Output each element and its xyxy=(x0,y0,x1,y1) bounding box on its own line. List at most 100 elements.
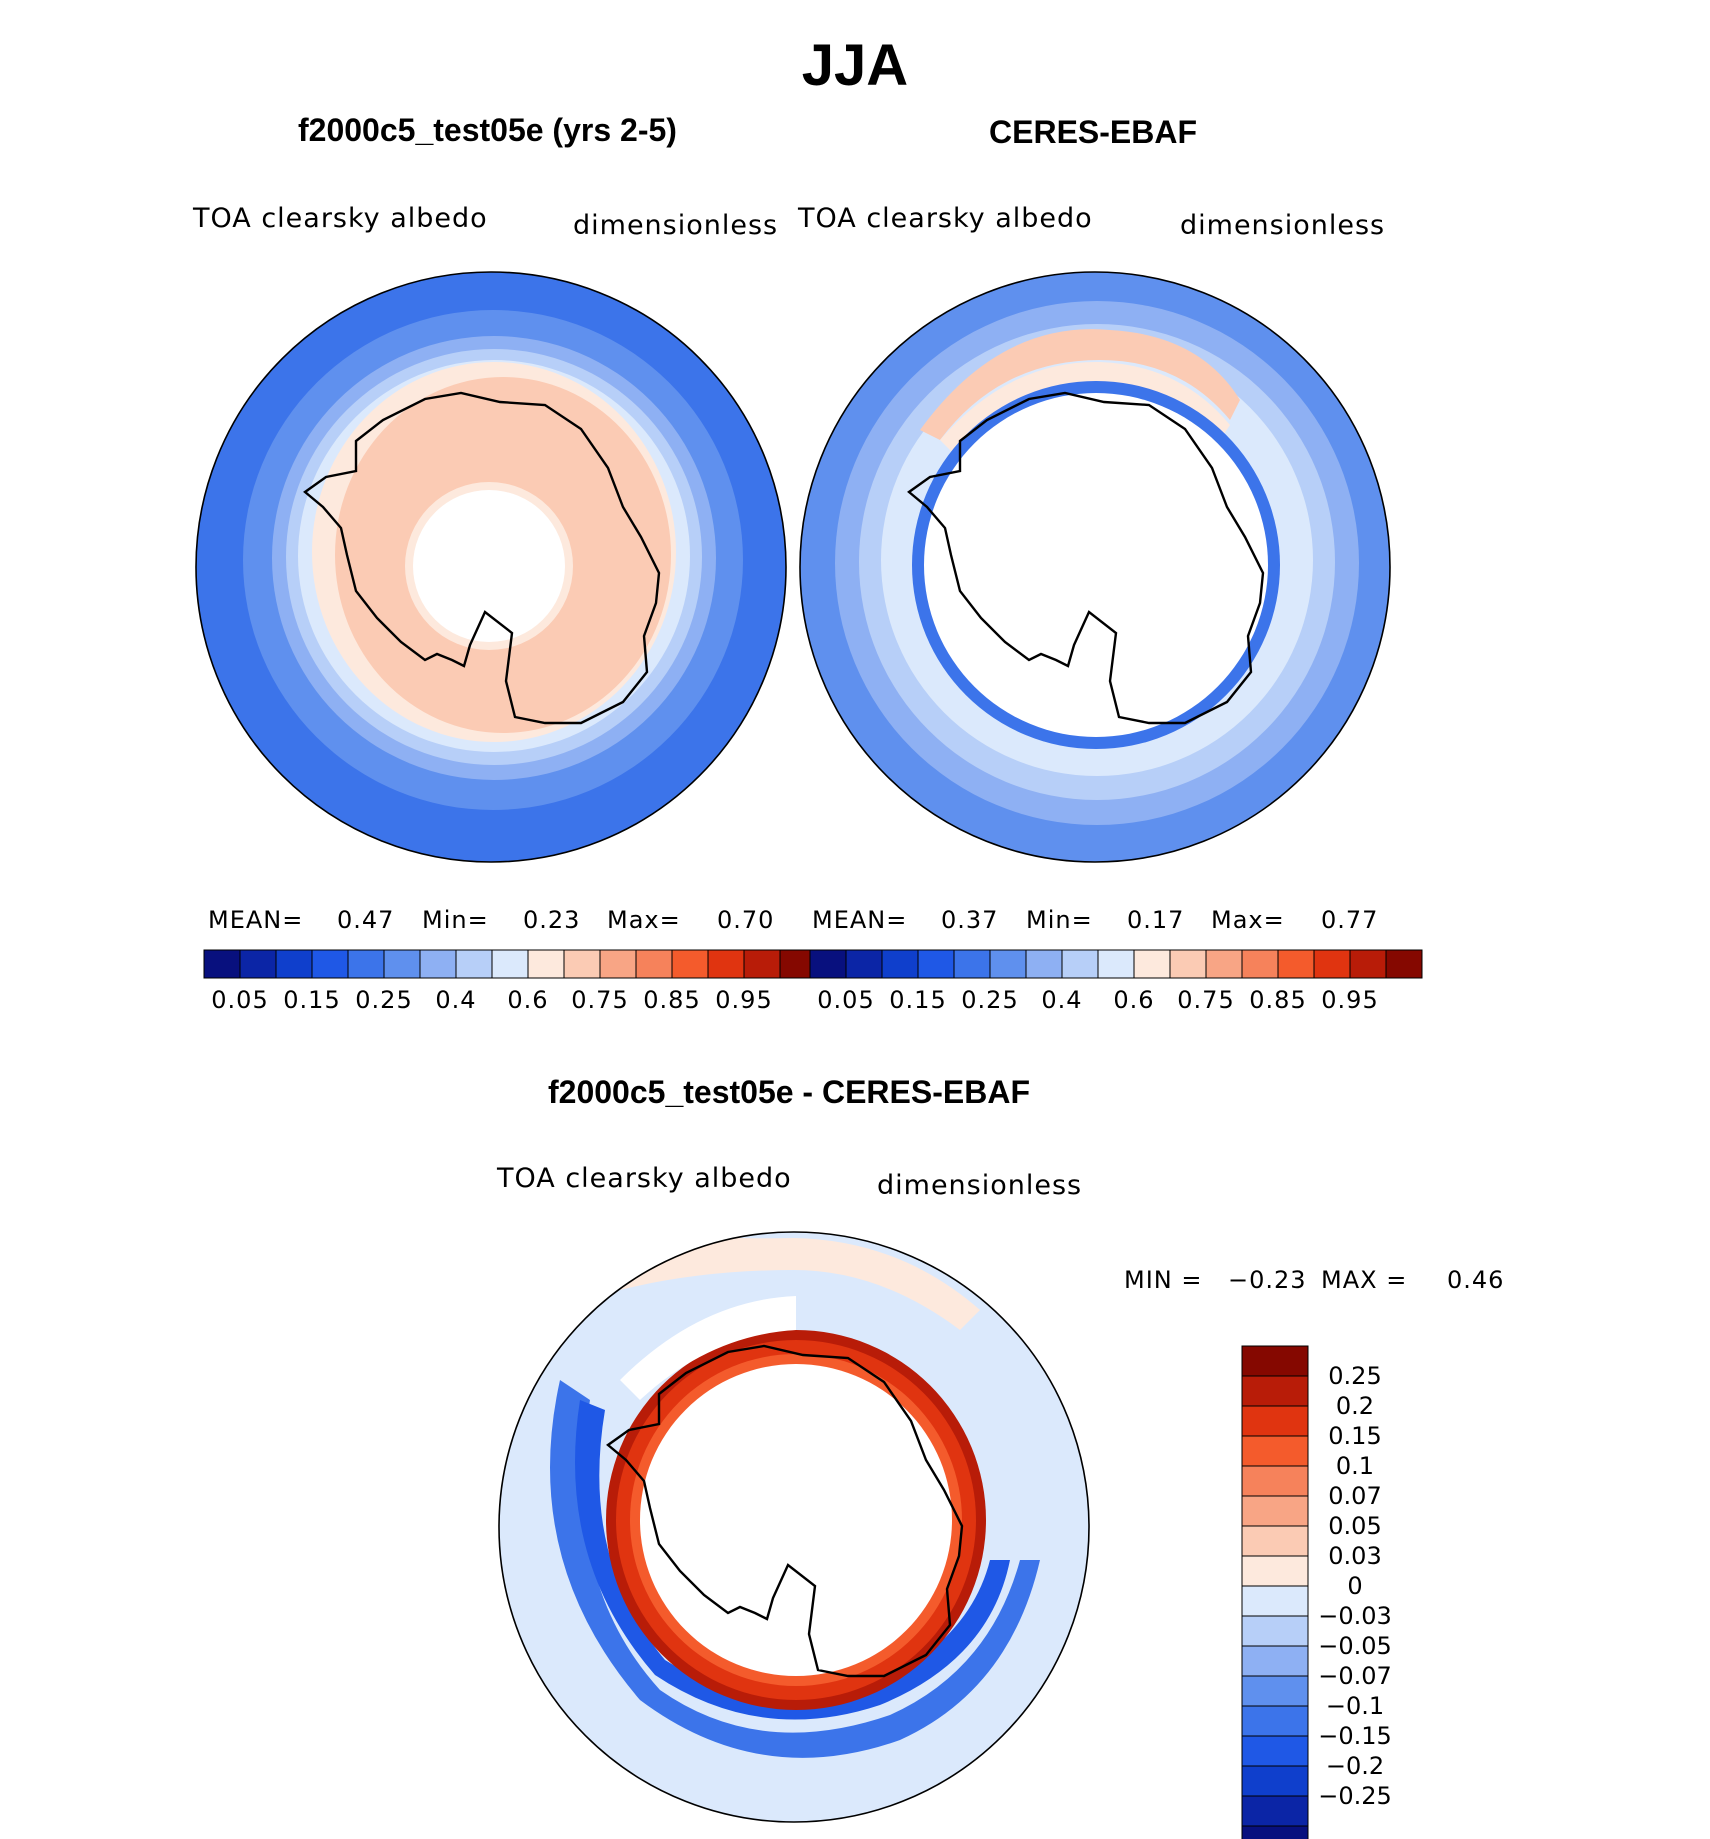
panel3-colorbar-swatch xyxy=(1241,1465,1309,1497)
panel1-colorbar-tick-label: 0.05 xyxy=(211,986,268,1014)
panel2-max-value: 0.77 xyxy=(1321,906,1379,934)
panel2-units-label: dimensionless xyxy=(1180,210,1386,241)
panel2-colorbar-swatch xyxy=(1205,949,1243,979)
panel2-colorbar-swatch xyxy=(917,949,955,979)
panel1-colorbar-swatch xyxy=(563,949,601,979)
panel2-colorbar-tick-label: 0.75 xyxy=(1177,986,1234,1014)
panel1-colorbar-swatch xyxy=(383,949,421,979)
panel1-colorbar-swatch xyxy=(419,949,457,979)
panel1-colorbar-swatch xyxy=(203,949,241,979)
panel3-colorbar-swatch xyxy=(1241,1405,1309,1437)
panel1-colorbar-swatch xyxy=(599,949,637,979)
panel1-colorbar-tick-label: 0.85 xyxy=(643,986,700,1014)
panel1-title: f2000c5_test05e (yrs 2-5) xyxy=(298,112,677,148)
panel2-title: CERES-EBAF xyxy=(989,114,1198,150)
panel1-colorbar-swatch xyxy=(671,949,709,979)
panel1-mean-value: 0.47 xyxy=(337,906,395,934)
panel1-max-label: Max= xyxy=(607,906,681,934)
panel1-colorbar-swatch xyxy=(455,949,493,979)
panel1-colorbar-swatch xyxy=(311,949,349,979)
main-title: JJA xyxy=(801,33,909,98)
panel2-colorbar-swatch xyxy=(1313,949,1351,979)
panel2-colorbar-swatch xyxy=(953,949,991,979)
panel1-colorbar-tick-label: 0.6 xyxy=(507,986,548,1014)
panel3-colorbar-tick-label: −0.1 xyxy=(1326,1692,1384,1720)
panel3-colorbar-swatch xyxy=(1241,1705,1309,1737)
panel3-colorbar-tick-label: 0.1 xyxy=(1336,1452,1374,1480)
panel2-colorbar: 0.05 0.15 0.25 0.4 0.6 0.75 0.85 0.95 xyxy=(809,949,1423,1014)
panel3-colorbar-swatch xyxy=(1241,1825,1309,1839)
panel3-colorbar-swatch xyxy=(1241,1735,1309,1767)
panel1-colorbar-tick-label: 0.4 xyxy=(435,986,476,1014)
panel2-colorbar-swatch xyxy=(845,949,883,979)
panel3-colorbar-tick-label: 0.03 xyxy=(1328,1542,1381,1570)
panel3-title: f2000c5_test05e - CERES-EBAF xyxy=(548,1074,1030,1110)
panel1-colorbar-tick-label: 0.15 xyxy=(283,986,340,1014)
panel1-colorbar-swatch xyxy=(239,949,277,979)
panel2-mean-label: MEAN= xyxy=(812,906,908,934)
panel3-colorbar-tick-label: −0.15 xyxy=(1318,1722,1392,1750)
panel2-colorbar-tick-label: 0.05 xyxy=(817,986,874,1014)
panel3-colorbar-swatch xyxy=(1241,1435,1309,1467)
panel3-colorbar-swatch xyxy=(1241,1765,1309,1797)
panel2-colorbar-swatch xyxy=(1349,949,1387,979)
panel3-colorbar-tick-label: 0.05 xyxy=(1328,1512,1381,1540)
panel3-max-value: 0.46 xyxy=(1447,1266,1505,1294)
panel2-colorbar-tick-label: 0.6 xyxy=(1113,986,1154,1014)
panel2-colorbar-tick-label: 0.4 xyxy=(1041,986,1082,1014)
panel2-colorbar-tick-label: 0.15 xyxy=(889,986,946,1014)
panel3-colorbar-tick-label: 0.15 xyxy=(1328,1422,1381,1450)
panel3-min-value: −0.23 xyxy=(1228,1266,1307,1294)
panel3-colorbar-tick-label: 0.07 xyxy=(1328,1482,1381,1510)
panel1-colorbar-swatch xyxy=(635,949,673,979)
panel2-colorbar-swatch xyxy=(989,949,1027,979)
panel1-colorbar-swatch xyxy=(347,949,385,979)
panel2-colorbar-swatch xyxy=(1133,949,1171,979)
panel2-variable-label: TOA clearsky albedo xyxy=(798,203,1093,234)
panel1-units-label: dimensionless xyxy=(573,210,779,241)
panel3-map xyxy=(499,1232,1089,1822)
panel2-mean-value: 0.37 xyxy=(941,906,999,934)
panel3-variable-label: TOA clearsky albedo xyxy=(497,1163,792,1194)
panel3-colorbar-tick-label: 0 xyxy=(1347,1572,1362,1600)
panel2-map-border xyxy=(799,271,1391,863)
panel3-colorbar-tick-label: −0.2 xyxy=(1326,1752,1384,1780)
panel3-colorbar-tick-label: −0.25 xyxy=(1318,1782,1392,1810)
panel1-colorbar-swatch xyxy=(275,949,313,979)
panel3-colorbar-swatch xyxy=(1241,1555,1309,1587)
panel1-colorbar-tick-label: 0.95 xyxy=(715,986,772,1014)
panel2-colorbar-tick-label: 0.95 xyxy=(1321,986,1378,1014)
panel3-colorbar-swatch xyxy=(1241,1495,1309,1527)
panel3-colorbar-swatch xyxy=(1241,1675,1309,1707)
panel3-colorbar-swatch xyxy=(1241,1345,1309,1377)
panel3-units-label: dimensionless xyxy=(877,1170,1083,1201)
panel2-colorbar-swatch xyxy=(1241,949,1279,979)
panel1-map-border xyxy=(195,271,787,863)
panel1-max-value: 0.70 xyxy=(717,906,775,934)
panel2-colorbar-swatch xyxy=(1061,949,1099,979)
panel1-variable-label: TOA clearsky albedo xyxy=(193,203,488,234)
panel2-colorbar-swatch xyxy=(1277,949,1315,979)
panel3-max-label: MAX = xyxy=(1321,1266,1408,1294)
panel2-colorbar-swatch xyxy=(1169,949,1207,979)
panel2-map xyxy=(800,272,1390,862)
panel1-min-value: 0.23 xyxy=(523,906,581,934)
panel2-max-label: Max= xyxy=(1211,906,1285,934)
panel3-colorbar-tick-label: −0.03 xyxy=(1318,1602,1392,1630)
panel2-min-value: 0.17 xyxy=(1127,906,1185,934)
panel2-colorbar-tick-label: 0.25 xyxy=(961,986,1018,1014)
panel3-colorbar-tick-label: 0.2 xyxy=(1336,1392,1374,1420)
panel3-colorbar-tick-label: −0.05 xyxy=(1318,1632,1392,1660)
panel3-colorbar-swatch xyxy=(1241,1585,1309,1617)
panel2-colorbar-swatch xyxy=(1097,949,1135,979)
panel1-colorbar-tick-label: 0.75 xyxy=(571,986,628,1014)
panel1-mean-label: MEAN= xyxy=(208,906,304,934)
panel3-map-border xyxy=(498,1231,1090,1823)
panel1-colorbar-tick-label: 0.25 xyxy=(355,986,412,1014)
panel1-colorbar-swatch xyxy=(743,949,781,979)
panel3-colorbar-swatch xyxy=(1241,1615,1309,1647)
panel1-colorbar-swatch xyxy=(491,949,529,979)
panel2-colorbar-swatch xyxy=(1025,949,1063,979)
panel3-colorbar-swatch xyxy=(1241,1795,1309,1827)
